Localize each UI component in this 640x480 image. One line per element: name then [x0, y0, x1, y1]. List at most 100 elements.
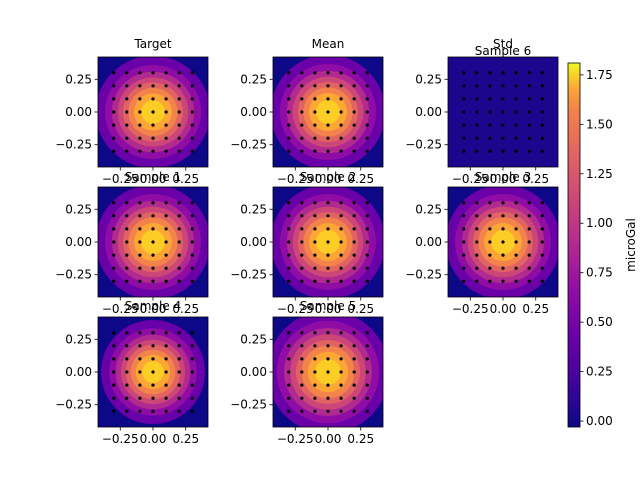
sensor-point [540, 136, 544, 140]
x-tick-label: 0.00 [140, 302, 167, 316]
sensor-point [475, 214, 479, 218]
sensor-point [300, 396, 304, 400]
sensor-point [365, 240, 369, 244]
sensor-point [326, 240, 330, 244]
sensor-point [164, 344, 168, 348]
sensor-points [112, 71, 194, 153]
sensor-point [514, 214, 518, 218]
sensor-point [300, 110, 304, 114]
sensor-point [287, 396, 291, 400]
sensor-point [151, 97, 155, 101]
sensor-point [527, 240, 531, 244]
colorbar-tick-label: 1.00 [586, 216, 613, 230]
sensor-point [365, 409, 369, 413]
sensor-point [287, 344, 291, 348]
sensor-point [125, 149, 129, 153]
sensor-point [501, 227, 505, 231]
sensor-point [501, 71, 505, 75]
sensor-point [190, 227, 194, 231]
sensor-point [501, 201, 505, 205]
sensor-point [125, 240, 129, 244]
sensor-point [151, 396, 155, 400]
x-tick-label: −0.25 [277, 172, 314, 186]
panel-title-sample-4: Sample 4 [125, 299, 181, 313]
sensor-point [326, 383, 330, 387]
sensor-point [112, 84, 116, 88]
sensor-point [164, 136, 168, 140]
sensor-point [112, 253, 116, 257]
sensor-point [352, 383, 356, 387]
x-tick-label: −0.25 [452, 172, 489, 186]
sensor-point [540, 266, 544, 270]
sensor-point [190, 396, 194, 400]
sensor-point [112, 110, 116, 114]
sensor-point [326, 110, 330, 114]
sensor-point [352, 97, 356, 101]
sensor-point [488, 227, 492, 231]
sensor-point [352, 227, 356, 231]
sensor-point [365, 149, 369, 153]
sensor-point [138, 97, 142, 101]
sensor-point [287, 71, 291, 75]
sensor-point [177, 240, 181, 244]
sensor-point [475, 97, 479, 101]
sensor-point [488, 84, 492, 88]
sensor-point [164, 331, 168, 335]
y-tick-label: 0.00 [65, 235, 92, 249]
sensor-point [112, 266, 116, 270]
sensor-point [514, 123, 518, 127]
y-tick-label: −0.25 [230, 268, 267, 282]
sensor-point [339, 331, 343, 335]
sensor-point [501, 97, 505, 101]
sensor-point [352, 253, 356, 257]
sensor-point [300, 370, 304, 374]
sensor-point [151, 279, 155, 283]
y-tick-label: −0.25 [230, 138, 267, 152]
panel-sample5: −0.25 0.00 0.25−0.250.000.25 [230, 316, 384, 446]
sensor-point [514, 266, 518, 270]
y-tick-label: 0.25 [415, 72, 442, 86]
sensor-point [177, 123, 181, 127]
sensor-point [313, 123, 317, 127]
sensor-point [475, 123, 479, 127]
panel-target: −0.25 0.00 0.25−0.250.000.25 [55, 56, 209, 186]
y-tick-label: 0.00 [415, 105, 442, 119]
sensor-point [540, 110, 544, 114]
sensor-point [177, 409, 181, 413]
sensor-point [300, 357, 304, 361]
sensor-point [177, 357, 181, 361]
sensor-point [488, 201, 492, 205]
sensor-point [313, 84, 317, 88]
sensor-point [190, 331, 194, 335]
x-tick-label: −0.25 [452, 302, 489, 316]
sensor-point [287, 227, 291, 231]
x-tick-label: 0.25 [522, 172, 549, 186]
y-tick-label: 0.25 [65, 72, 92, 86]
panel-sample3: −0.25 0.00 0.25−0.250.000.25 [405, 186, 559, 316]
y-tick-label: 0.25 [240, 72, 267, 86]
sensor-point [352, 396, 356, 400]
sensor-point [138, 123, 142, 127]
sensor-point [365, 357, 369, 361]
sensor-point [112, 201, 116, 205]
sensor-point [313, 396, 317, 400]
colorbar: microGal 0.00 0.25 0.50 0.75 1.00 1.25 1.50 1.7… [567, 62, 638, 428]
sensor-point [112, 71, 116, 75]
sensor-point [514, 110, 518, 114]
sensor-point [164, 227, 168, 231]
sensor-point [462, 201, 466, 205]
sensor-point [112, 331, 116, 335]
sensor-point [164, 357, 168, 361]
sensor-point [339, 84, 343, 88]
sensor-point [164, 201, 168, 205]
sensor-point [475, 240, 479, 244]
sensor-point [501, 149, 505, 153]
sensor-point [190, 201, 194, 205]
sensor-point [365, 123, 369, 127]
sensor-point [462, 253, 466, 257]
sensor-points [112, 331, 194, 413]
sensor-point [125, 84, 129, 88]
sensor-point [177, 279, 181, 283]
sensor-point [164, 279, 168, 283]
